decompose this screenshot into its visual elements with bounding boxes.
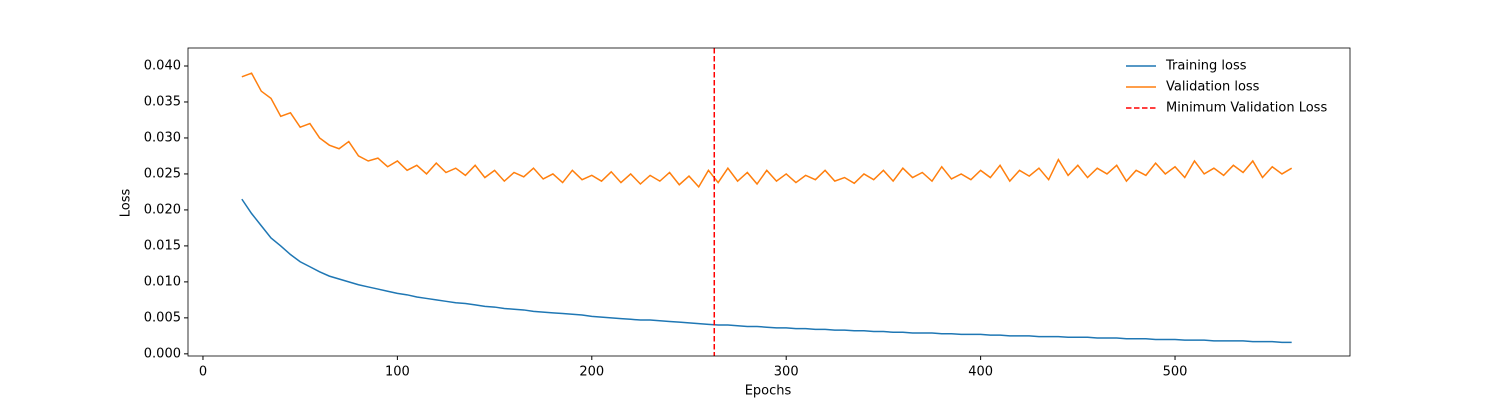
x-tick-label: 0 [199,365,207,380]
y-tick-label: 0.035 [144,94,181,109]
series-line [241,72,1293,189]
plot-frame [187,47,1351,357]
x-tick-label: 500 [1163,365,1188,380]
x-tick-label: 100 [385,365,410,380]
y-tick-label: 0.030 [144,130,181,145]
legend-label: Validation loss [1166,80,1260,95]
x-axis-label: Epochs [745,384,792,399]
y-tick-label: 0.040 [144,58,181,73]
y-tick-label: 0.025 [144,166,181,181]
x-tick-label: 300 [774,365,799,380]
series-line [241,198,1292,344]
y-axis-label: Loss [119,189,134,218]
y-tick-label: 0.010 [144,274,181,289]
x-tick-label: 400 [968,365,993,380]
x-tick-label: 200 [579,365,604,380]
legend-label: Minimum Validation Loss [1166,101,1327,116]
legend-label: Training loss [1165,59,1247,74]
y-tick-label: 0.015 [144,238,181,253]
y-tick-label: 0.005 [144,310,181,325]
y-tick-label: 0.000 [144,346,181,361]
y-tick-label: 0.020 [144,202,181,217]
